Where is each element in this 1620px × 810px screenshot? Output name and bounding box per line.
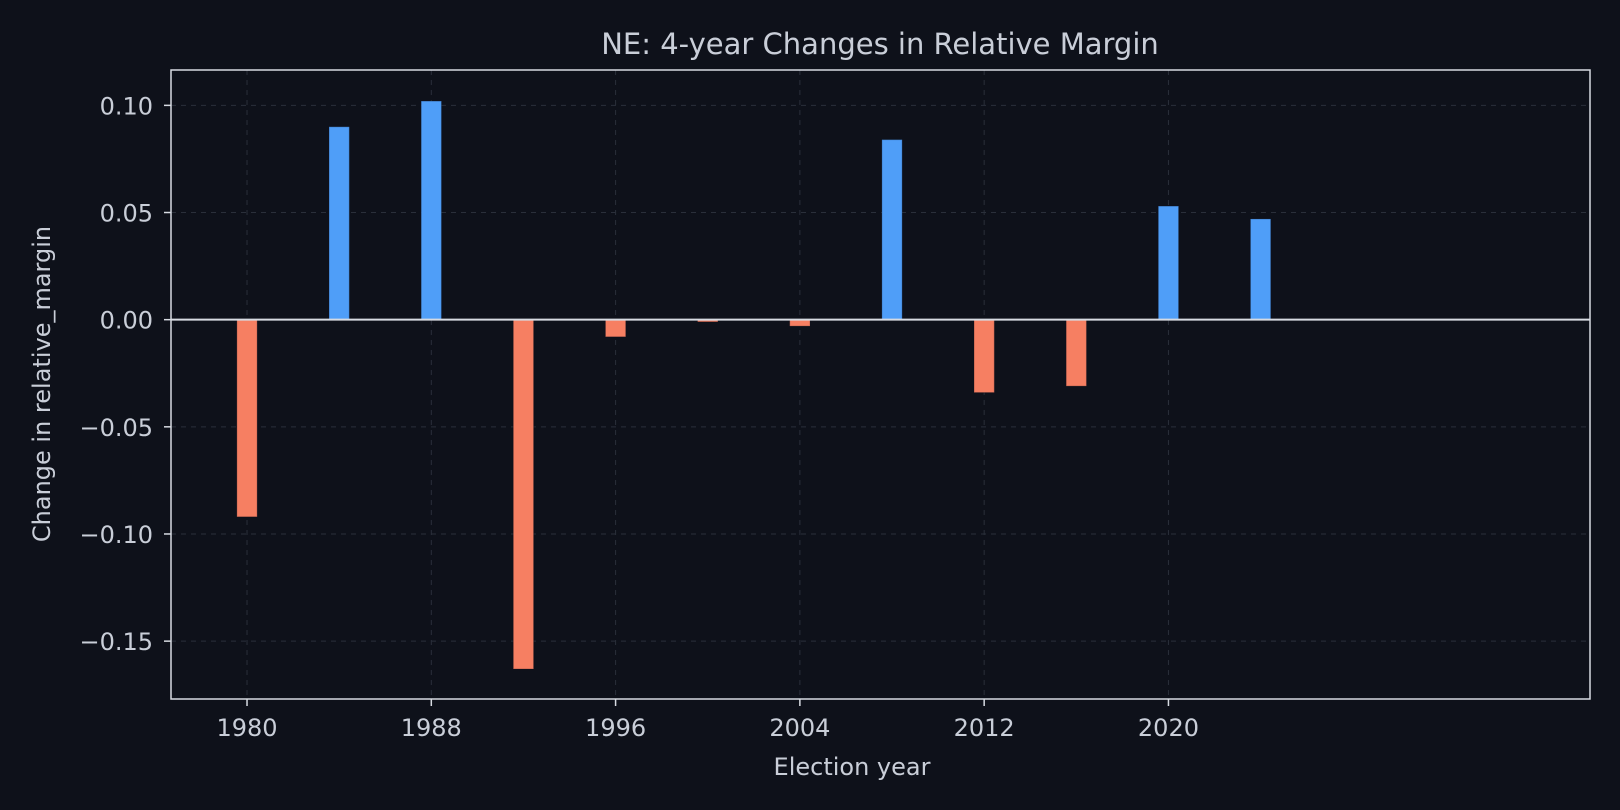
bar-2008 (881, 139, 903, 321)
y-axis-ticks: 0.10 0.05 0.00 −0.05 −0.10 −0.15 (79, 92, 171, 656)
bar-2016 (1065, 319, 1087, 387)
bar-1996 (604, 319, 627, 338)
x-tick-label: 1996 (585, 714, 646, 742)
x-axis-ticks: 1980 1988 1996 2004 2012 2020 (216, 699, 1199, 742)
x-tick-label: 2020 (1138, 714, 1199, 742)
x-tick-label: 2012 (954, 714, 1015, 742)
plot-frame (170, 69, 1591, 700)
x-tick-label: 2004 (769, 714, 830, 742)
y-tick-label: −0.10 (79, 521, 153, 549)
bars (236, 100, 1272, 670)
y-axis-label: Change in relative_margin (28, 226, 56, 542)
y-tick-label: −0.15 (79, 628, 153, 656)
bar-2020 (1157, 205, 1180, 321)
bar-1980 (236, 319, 258, 518)
bar-1988 (420, 100, 442, 321)
chart-title: NE: 4-year Changes in Relative Margin (601, 27, 1159, 61)
x-tick-label: 1988 (401, 714, 462, 742)
y-tick-label: 0.00 (100, 307, 153, 335)
bar-1984 (328, 126, 350, 321)
bar-1992 (512, 319, 535, 670)
bar-2012 (973, 319, 995, 394)
x-axis-label: Election year (774, 753, 931, 781)
bar-2024 (1249, 218, 1272, 321)
x-tick-label: 1980 (216, 714, 277, 742)
y-tick-label: −0.05 (79, 414, 153, 442)
y-tick-label: 0.10 (100, 92, 153, 120)
y-tick-label: 0.05 (100, 200, 153, 228)
